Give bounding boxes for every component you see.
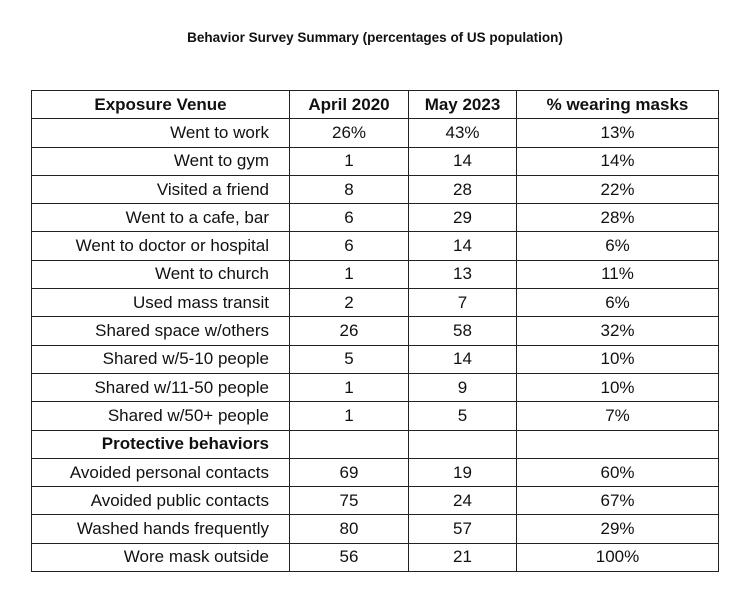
cell-may-2023: 29 [408,203,517,233]
section-row: Protective behaviors [31,429,719,459]
cell-april-2020: 2 [289,288,409,318]
cell-may-2023: 57 [408,514,517,544]
table-row: Went to church 1 13 11% [31,259,719,290]
row-label: Washed hands frequently [31,514,290,544]
table-row: Went to gym 1 14 14% [31,146,719,176]
row-label: Shared w/5-10 people [31,344,290,374]
header-wearing-masks: % wearing masks [516,89,719,120]
cell-wearing-masks [516,429,719,459]
row-label: Wore mask outside [31,542,290,573]
cell-may-2023: 14 [408,231,517,261]
cell-wearing-masks: 29% [516,514,719,544]
table-row: Shared w/50+ people 1 5 7% [31,401,719,431]
table-row: Avoided personal contacts 69 19 60% [31,457,719,488]
cell-may-2023: 58 [408,316,517,346]
cell-wearing-masks: 14% [516,146,719,176]
cell-wearing-masks: 10% [516,344,719,374]
cell-april-2020: 1 [289,146,409,176]
cell-april-2020: 69 [289,457,409,488]
row-label: Went to work [31,118,290,148]
cell-april-2020: 1 [289,372,409,403]
row-label: Avoided personal contacts [31,457,290,488]
row-label: Went to church [31,259,290,290]
cell-april-2020: 75 [289,486,409,516]
table-row: Used mass transit 2 7 6% [31,288,719,318]
row-label: Went to a cafe, bar [31,203,290,233]
table-title: Behavior Survey Summary (percentages of … [187,30,563,45]
row-label: Went to doctor or hospital [31,231,290,261]
cell-may-2023: 7 [408,288,517,318]
header-april-2020: April 2020 [289,89,409,120]
row-label: Protective behaviors [31,429,290,459]
cell-april-2020: 56 [289,542,409,573]
row-label: Shared w/11-50 people [31,372,290,403]
cell-may-2023: 43% [408,118,517,148]
table-row: Went to a cafe, bar 6 29 28% [31,203,719,233]
cell-wearing-masks: 11% [516,259,719,290]
cell-april-2020: 1 [289,259,409,290]
cell-may-2023: 13 [408,259,517,290]
table-row: Went to work 26% 43% 13% [31,118,719,148]
cell-may-2023: 14 [408,146,517,176]
cell-may-2023 [408,429,517,459]
row-label: Shared w/50+ people [31,401,290,431]
cell-wearing-masks: 60% [516,457,719,488]
row-label: Used mass transit [31,288,290,318]
cell-april-2020: 5 [289,344,409,374]
cell-may-2023: 5 [408,401,517,431]
table-row: Wore mask outside 56 21 100% [31,542,719,573]
table-row: Shared w/11-50 people 1 9 10% [31,372,719,403]
cell-may-2023: 21 [408,542,517,573]
cell-april-2020 [289,429,409,459]
cell-may-2023: 14 [408,344,517,374]
table-row: Shared space w/others 26 58 32% [31,316,719,346]
cell-wearing-masks: 28% [516,203,719,233]
cell-april-2020: 26% [289,118,409,148]
cell-wearing-masks: 32% [516,316,719,346]
cell-wearing-masks: 13% [516,118,719,148]
cell-wearing-masks: 6% [516,231,719,261]
cell-april-2020: 80 [289,514,409,544]
cell-wearing-masks: 7% [516,401,719,431]
cell-wearing-masks: 22% [516,174,719,205]
row-label: Went to gym [31,146,290,176]
cell-april-2020: 26 [289,316,409,346]
row-label: Visited a friend [31,174,290,205]
row-label: Shared space w/others [31,316,290,346]
table-row: Washed hands frequently 80 57 29% [31,514,719,544]
row-label: Avoided public contacts [31,486,290,516]
cell-may-2023: 24 [408,486,517,516]
cell-april-2020: 6 [289,203,409,233]
header-may-2023: May 2023 [408,89,517,120]
cell-may-2023: 28 [408,174,517,205]
behavior-survey-table: Exposure Venue April 2020 May 2023 % wea… [31,89,719,573]
cell-april-2020: 8 [289,174,409,205]
cell-wearing-masks: 6% [516,288,719,318]
cell-may-2023: 9 [408,372,517,403]
cell-april-2020: 6 [289,231,409,261]
table-row: Went to doctor or hospital 6 14 6% [31,231,719,261]
table-row: Shared w/5-10 people 5 14 10% [31,344,719,374]
cell-april-2020: 1 [289,401,409,431]
header-exposure-venue: Exposure Venue [31,89,290,120]
cell-may-2023: 19 [408,457,517,488]
header-row: Exposure Venue April 2020 May 2023 % wea… [31,89,719,120]
cell-wearing-masks: 100% [516,542,719,573]
table-row: Avoided public contacts 75 24 67% [31,486,719,516]
cell-wearing-masks: 67% [516,486,719,516]
cell-wearing-masks: 10% [516,372,719,403]
table-row: Visited a friend 8 28 22% [31,174,719,205]
